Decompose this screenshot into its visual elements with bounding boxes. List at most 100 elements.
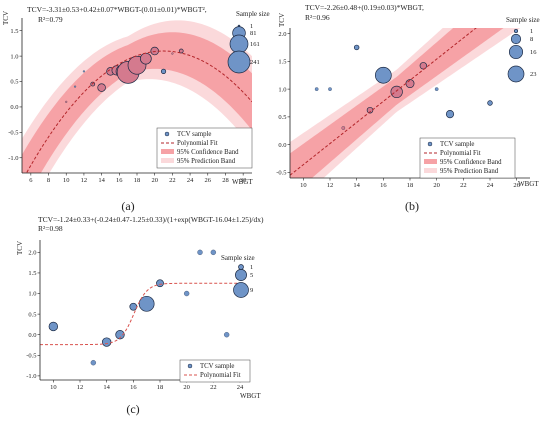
data-point-9 xyxy=(210,249,216,256)
data-point-10 xyxy=(445,110,455,119)
y-tick-label: -0.5 xyxy=(8,130,18,137)
chart-panel-b: 10 12 14 16 18 20 22 24 26 -0.5 0.0 0.5 1.0 1.5 2.0 TCV… xyxy=(276,3,539,213)
size-legend-label: 8 xyxy=(530,36,533,43)
x-axis-label: WBGT xyxy=(240,392,261,400)
legend-confidence-marker xyxy=(161,149,174,154)
confidence-band xyxy=(290,28,504,178)
data-point-0 xyxy=(65,100,68,103)
legend-confidence-label: 95% Confidence Band xyxy=(440,159,502,166)
legend-prediction-label: 95% Prediction Band xyxy=(177,158,236,165)
data-point-2 xyxy=(82,70,85,73)
fit-line xyxy=(25,50,252,173)
y-tick-label: 0.5 xyxy=(28,311,36,318)
size-legend-marker xyxy=(510,33,522,45)
x-tick-label: 18 xyxy=(407,182,414,189)
data-point-0 xyxy=(314,87,319,91)
data-point-4 xyxy=(129,302,138,311)
plot-area xyxy=(40,249,240,366)
data-point-10 xyxy=(140,52,152,65)
y-tick-label: 2.0 xyxy=(278,31,286,38)
fit-line xyxy=(40,282,240,346)
legend-fit-label: Polynomial Fit xyxy=(177,140,218,147)
x-tick-label: 12 xyxy=(81,177,88,184)
x-tick-label: 20 xyxy=(151,177,158,184)
size-legend-label: 1 xyxy=(530,28,533,35)
data-point-11 xyxy=(487,100,493,106)
x-tick-label: 10 xyxy=(63,177,70,184)
size-legend-marker xyxy=(235,269,247,281)
x-tick-label: 14 xyxy=(103,384,110,391)
data-point-2 xyxy=(101,337,112,347)
size-legend-marker xyxy=(507,65,525,83)
size-legend-label: 9 xyxy=(250,287,253,294)
data-point-9 xyxy=(434,87,439,91)
x-tick-label: 22 xyxy=(169,177,176,184)
legend-box xyxy=(179,359,251,383)
legend-prediction-marker xyxy=(424,168,437,173)
data-point-12 xyxy=(160,68,167,74)
legend-sample-marker xyxy=(187,363,193,369)
legend: TCV sample Polynomial Fit xyxy=(179,359,251,383)
x-tick-label: 24 xyxy=(487,182,494,189)
y-tick-label: 0.0 xyxy=(28,332,36,339)
y-tick-label: 0.0 xyxy=(10,104,18,111)
x-tick-label: 20 xyxy=(433,182,440,189)
y-tick-label: 0.5 xyxy=(10,79,18,86)
x-tick-label: 16 xyxy=(380,182,387,189)
x-tick-label: 6 xyxy=(29,177,33,184)
x-tick-label: 14 xyxy=(98,177,105,184)
chart-panel-c: 10 12 14 16 18 20 22 24 -1.0 -0.5 0.0 0.5 1.0 1.5 2.0 T… xyxy=(16,215,264,416)
data-point-3 xyxy=(115,330,125,340)
x-tick-label: 16 xyxy=(130,384,137,391)
data-point-7 xyxy=(184,290,190,297)
y-tick-label: -1.0 xyxy=(8,155,18,162)
y-tick-label: 1.0 xyxy=(28,291,36,298)
size-legend-label: 1 xyxy=(250,23,253,30)
plot-area xyxy=(22,20,252,173)
size-legend-title: Sample size xyxy=(221,254,255,262)
legend-confidence-label: 95% Confidence Band xyxy=(177,149,239,156)
legend: TCV sample Polynomial Fit 95% Confidence B… xyxy=(419,137,516,179)
fit-equation: TCV=-3.31±0.53+0.42±0.07*WBGT-(0.01±0.01… xyxy=(27,5,207,14)
data-point-3 xyxy=(353,44,360,51)
x-tick-label: 10 xyxy=(300,182,307,189)
legend-prediction-label: 95% Prediction Band xyxy=(440,168,499,175)
y-tick-label: 0.0 xyxy=(278,142,286,149)
data-point-0 xyxy=(48,321,59,332)
size-legend-label: 1 xyxy=(250,264,253,271)
y-tick-label: 1.0 xyxy=(10,53,18,60)
x-tick-label: 24 xyxy=(237,384,244,391)
data-point-5 xyxy=(374,66,392,84)
size-legend-label: 81 xyxy=(250,30,257,37)
x-tick-label: 16 xyxy=(116,177,123,184)
size-legend-marker xyxy=(508,44,524,60)
r-squared: R²=0.96 xyxy=(305,13,330,22)
y-tick-label: 1.0 xyxy=(278,86,286,93)
size-legend-marker xyxy=(229,34,249,54)
y-axis-label: TCV xyxy=(16,241,24,255)
x-tick-label: 26 xyxy=(205,177,212,184)
data-point-4 xyxy=(97,83,106,92)
x-tick-label: 26 xyxy=(513,182,520,189)
y-tick-label: 2.0 xyxy=(28,250,36,257)
data-point-1 xyxy=(74,85,77,88)
y-tick-label: 1.5 xyxy=(28,270,36,277)
x-tick-label: 12 xyxy=(77,384,84,391)
chart-panel-a: 6 8 10 12 14 16 18 20 22 24 26 28 30 -1.0 -0.5 0.0 0.5 1.… xyxy=(2,5,270,213)
x-axis-label: WBGT xyxy=(518,180,539,188)
y-tick-label: 1.5 xyxy=(278,59,286,66)
legend-fit-label: Polynomial Fit xyxy=(200,372,241,379)
data-point-13 xyxy=(171,52,174,55)
data-point-6 xyxy=(390,85,403,99)
x-tick-label: 12 xyxy=(327,182,334,189)
r-squared: R²=0.98 xyxy=(38,224,63,233)
x-tick-label: 22 xyxy=(210,384,217,391)
x-tick-label: 10 xyxy=(50,384,57,391)
size-legend-label: 5 xyxy=(250,272,253,279)
y-tick-label: -0.5 xyxy=(276,170,286,177)
data-point-10 xyxy=(224,332,230,338)
x-tick-label: 20 xyxy=(183,384,190,391)
x-axis-label: WBGT xyxy=(232,178,253,186)
data-point-11 xyxy=(150,46,159,56)
